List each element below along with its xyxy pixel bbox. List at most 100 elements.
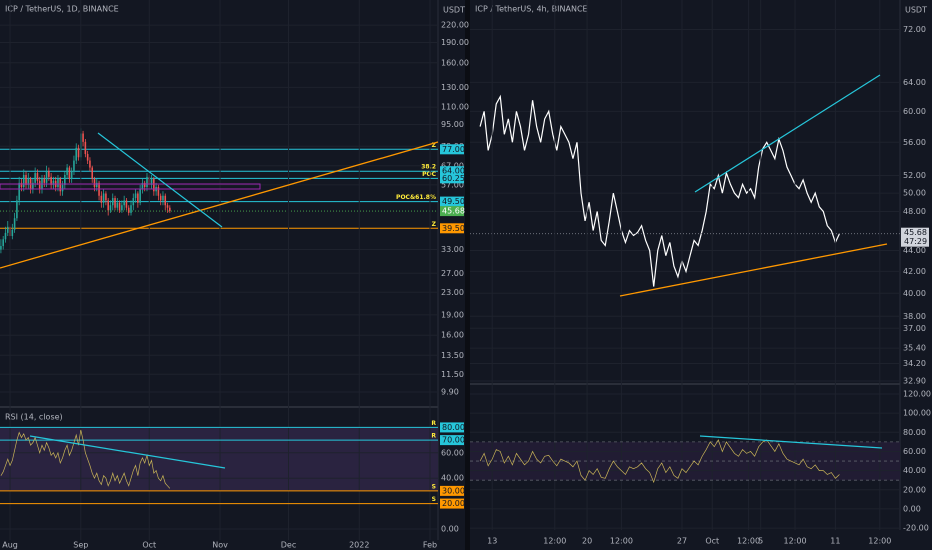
y-tick-label: 220.00 [441, 21, 469, 30]
layout-divider [465, 0, 470, 550]
y-tick-label: 72.00 [903, 25, 926, 34]
candle-body [130, 205, 132, 213]
x-tick-label: 11 [830, 537, 840, 546]
level-label: 60.25 [442, 174, 465, 183]
candle-body [150, 178, 153, 185]
y-tick-label: 57.00 [441, 180, 464, 189]
candle-body [11, 229, 14, 237]
y-tick-label: 64.00 [903, 78, 926, 87]
level-label: 49.50 [442, 197, 465, 206]
candle-body [95, 182, 98, 187]
level-label: 30.00 [442, 486, 465, 495]
x-tick-label: Nov [212, 541, 228, 550]
y-tick-label: 0.00 [903, 504, 921, 513]
y-tick-label: 19.00 [441, 310, 464, 319]
candle-body [6, 226, 9, 233]
candle-body [59, 178, 62, 192]
level-label-box [440, 144, 464, 155]
candle-body [73, 160, 75, 172]
level-note: Z [432, 221, 437, 228]
candle-body [107, 200, 109, 211]
price-line [479, 94, 840, 287]
y-tick-label: 40.00 [903, 289, 926, 298]
y-tick-label: 110.00 [441, 103, 469, 112]
level-label-box [440, 422, 464, 433]
candle-body [91, 167, 94, 179]
y-tick-label: 60.00 [903, 447, 926, 456]
pane-title: RSI (14, close) [5, 413, 63, 422]
x-tick-label: 5 [758, 537, 763, 546]
candle-body [84, 141, 87, 155]
trendline [29, 435, 226, 469]
last-price-box [901, 227, 929, 247]
level-note: POC&61.8% [396, 194, 436, 201]
x-tick-label: 12:00 [610, 537, 633, 546]
candle-body [2, 239, 4, 247]
level-label-box [440, 166, 464, 177]
level-note: S [432, 483, 436, 490]
y-tick-label: 130.00 [441, 83, 469, 92]
y-tick-label: 9.90 [441, 388, 459, 397]
candle-body [141, 182, 144, 190]
y-tick-label: 13.50 [441, 351, 464, 360]
candle-body [105, 193, 107, 201]
candle-body [164, 195, 167, 206]
y-tick-label: 120.00 [903, 390, 931, 399]
y-tick-label: 11.50 [441, 370, 464, 379]
candle-body [118, 202, 121, 211]
x-tick-label: 12:00 [868, 537, 891, 546]
level-label-box [440, 485, 464, 496]
y-tick-label: 48.00 [903, 207, 926, 216]
x-tick-label: Sep [73, 541, 88, 550]
y-tick-label: 100.00 [903, 409, 931, 418]
trendline [0, 141, 439, 269]
trendline [619, 243, 888, 297]
axis-unit: USDT [905, 6, 927, 15]
x-tick-label: 13 [487, 537, 497, 546]
y-tick-label: 32.90 [903, 376, 926, 385]
candle-body [70, 171, 73, 179]
candle-body [89, 160, 91, 168]
y-tick-label: 190.00 [441, 38, 469, 47]
candle-body [64, 174, 66, 185]
y-tick-label: 37.00 [903, 324, 926, 333]
level-label: 20.00 [442, 499, 465, 508]
candle-body [125, 200, 128, 208]
level-note: R [431, 420, 436, 427]
candle-body [20, 182, 23, 187]
candle-body [52, 180, 55, 185]
candle-body [13, 218, 16, 230]
y-tick-label: 27.00 [441, 269, 464, 278]
level-label: 77.00 [442, 145, 465, 154]
level-label: 80.00 [442, 423, 465, 432]
candle-body [43, 178, 46, 183]
x-tick-label: Dec [281, 541, 296, 550]
x-tick-label: 27 [677, 537, 687, 546]
price-line [479, 439, 840, 484]
level-label-box [440, 196, 464, 207]
pane-title: ICP / TetherUS, 1D, BINANCE [5, 5, 119, 14]
y-tick-label: 67.00 [441, 161, 464, 170]
level-label-box [440, 223, 464, 234]
x-tick-label: 2022 [349, 541, 369, 550]
level-label: 39.50 [442, 224, 465, 233]
y-tick-label: 52.00 [903, 171, 926, 180]
candle-body [27, 178, 30, 185]
candle-body [123, 200, 125, 206]
x-tick-label: Oct [705, 537, 719, 546]
zone [0, 183, 261, 190]
candle-body [127, 207, 130, 213]
x-tick-label: 12:00 [783, 537, 806, 546]
candle-body [36, 173, 39, 181]
y-tick-label: 40.00 [441, 474, 464, 483]
candle-body [22, 174, 25, 187]
candle-body [34, 173, 36, 183]
candle-body [45, 171, 48, 183]
last-price-box [440, 206, 464, 217]
y-tick-label: 23.00 [441, 288, 464, 297]
candle-body [32, 182, 34, 190]
y-tick-label: 16.00 [441, 331, 464, 340]
x-tick-label: Feb [423, 541, 437, 550]
y-tick-label: 40.00 [903, 466, 926, 475]
candle-body [143, 182, 146, 187]
